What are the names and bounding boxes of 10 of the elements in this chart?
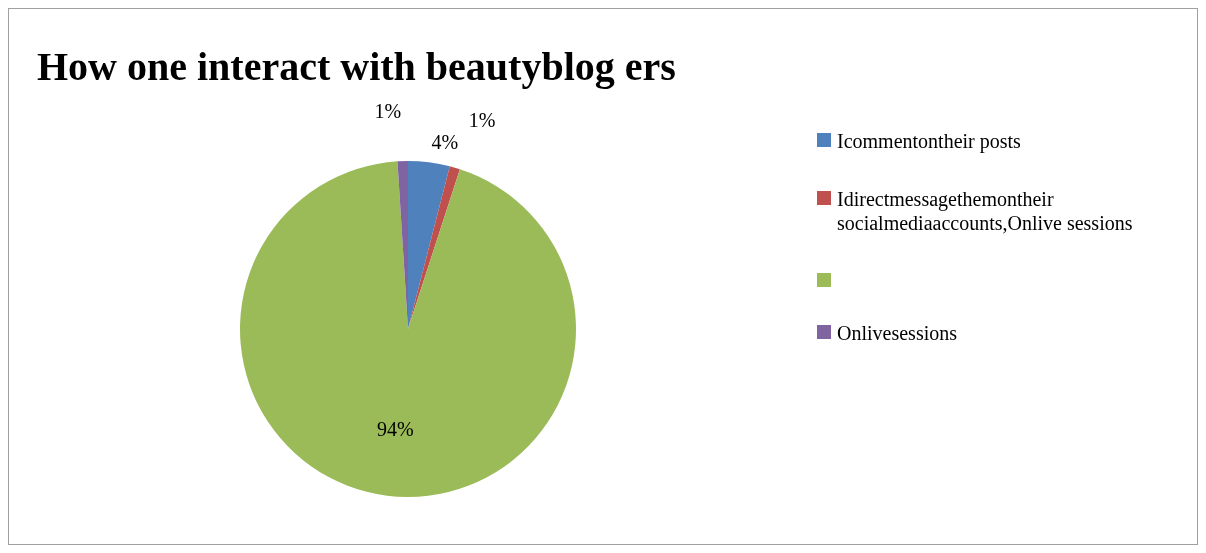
legend-label: Onlivesessions [837, 321, 957, 345]
data-label: 1% [374, 100, 402, 123]
chart-title: How one interact with beautyblog ers [37, 43, 676, 90]
data-label: 1% [468, 108, 496, 131]
pie-slice [240, 161, 576, 497]
legend-label: Idirectmessagethemontheir socialmediaaccounts,Onlive sessions [837, 187, 1134, 235]
legend-label: Icommentontheir posts [837, 129, 1021, 153]
pie-slice [408, 161, 450, 329]
data-label: 94% [377, 418, 414, 441]
data-label: 4% [431, 131, 459, 154]
